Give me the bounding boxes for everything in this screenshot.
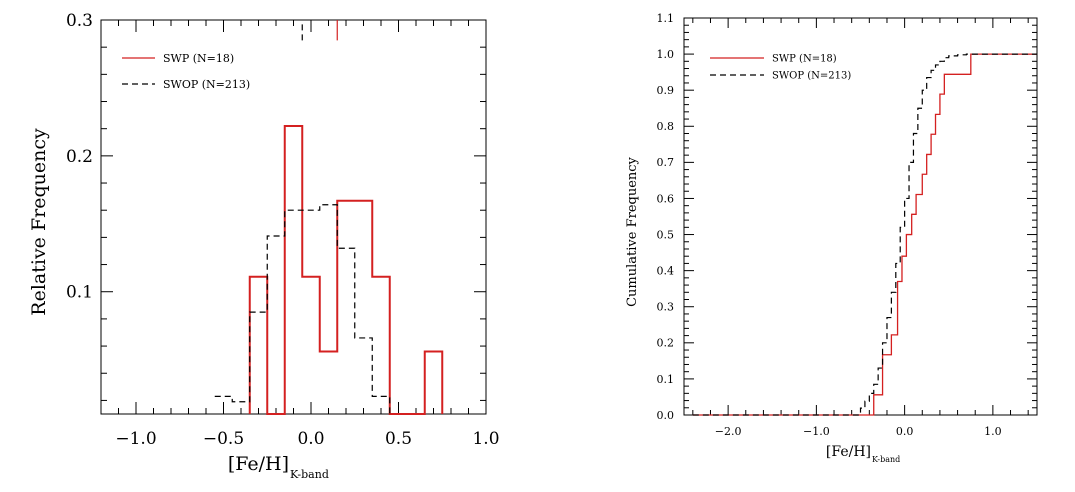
cumulative-legend-swop-label: SWOP (N=213) (772, 71, 851, 82)
cumulative-y-tick-label: 0.6 (657, 192, 675, 205)
histogram-plot-frame (100, 19, 487, 415)
cumulative-legend-swp-label: SWP (N=18) (772, 54, 837, 65)
cumulative-y-tick-label: 0.5 (657, 228, 675, 241)
histogram-y-tick-label: 0.1 (66, 283, 93, 303)
histogram-x-tick-label: 0.5 (385, 429, 412, 449)
cumulative-y-tick-label: 0.1 (657, 373, 675, 386)
cumulative-x-tick-label: 0.0 (896, 425, 914, 438)
histogram-legend-swp-label: SWP (N=18) (163, 52, 234, 65)
histogram-y-tick-label: 0.2 (66, 147, 93, 167)
cumulative-x-tick-label: −1.0 (803, 425, 830, 438)
cumulative-panel: −2.0 −1.0 0.0 1.0 0.0 0.1 0.2 0.3 0.4 0.5 0.6 0.7 0… (625, 12, 1038, 464)
cumulative-plot-frame (683, 17, 1038, 416)
cumulative-y-tick-label: 0.0 (657, 409, 675, 422)
cumulative-y-tick-label: 1.1 (657, 12, 675, 25)
cumulative-swop-series-line (692, 53, 1037, 416)
cumulative-swp-series-line (692, 53, 1037, 416)
cumulative-y-tick-label: 0.4 (657, 264, 675, 277)
cumulative-x-axis-title: [Fe/H] (826, 444, 871, 460)
histogram-swop-series-line (214, 204, 391, 414)
histogram-x-axis-title: [Fe/H] (228, 453, 289, 475)
histogram-x-tick-label: 0.0 (297, 429, 324, 449)
histogram-x-tick-label: −1.0 (115, 429, 156, 449)
cumulative-y-tick-label: 0.7 (657, 156, 675, 169)
histogram-y-axis-title: Relative Frequency (28, 128, 50, 316)
histogram-x-tick-label: −0.5 (203, 429, 244, 449)
cumulative-x-axis-subscript: K-band (872, 455, 900, 464)
histogram-x-axis-subscript: K-band (290, 468, 329, 481)
cumulative-y-tick-label: 1.0 (657, 48, 675, 61)
histogram-panel: −1.0 −0.5 0.0 0.5 1.0 0.1 0.2 0.3 SWP (N=18) SW… (28, 11, 500, 481)
cumulative-y-tick-label: 0.2 (657, 337, 675, 350)
histogram-legend-swop-label: SWOP (N=213) (163, 78, 250, 91)
histogram-y-tick-label: 0.3 (66, 11, 93, 31)
cumulative-y-axis-title: Cumulative Frequency (625, 156, 640, 306)
cumulative-x-tick-label: 1.0 (984, 425, 1002, 438)
histogram-swp-series-line (248, 124, 444, 415)
cumulative-y-tick-label: 0.3 (657, 301, 675, 314)
cumulative-y-tick-label: 0.9 (657, 84, 675, 97)
histogram-x-tick-label: 1.0 (472, 429, 499, 449)
cumulative-x-tick-label: −2.0 (715, 425, 742, 438)
cumulative-y-tick-label: 0.8 (657, 120, 675, 133)
